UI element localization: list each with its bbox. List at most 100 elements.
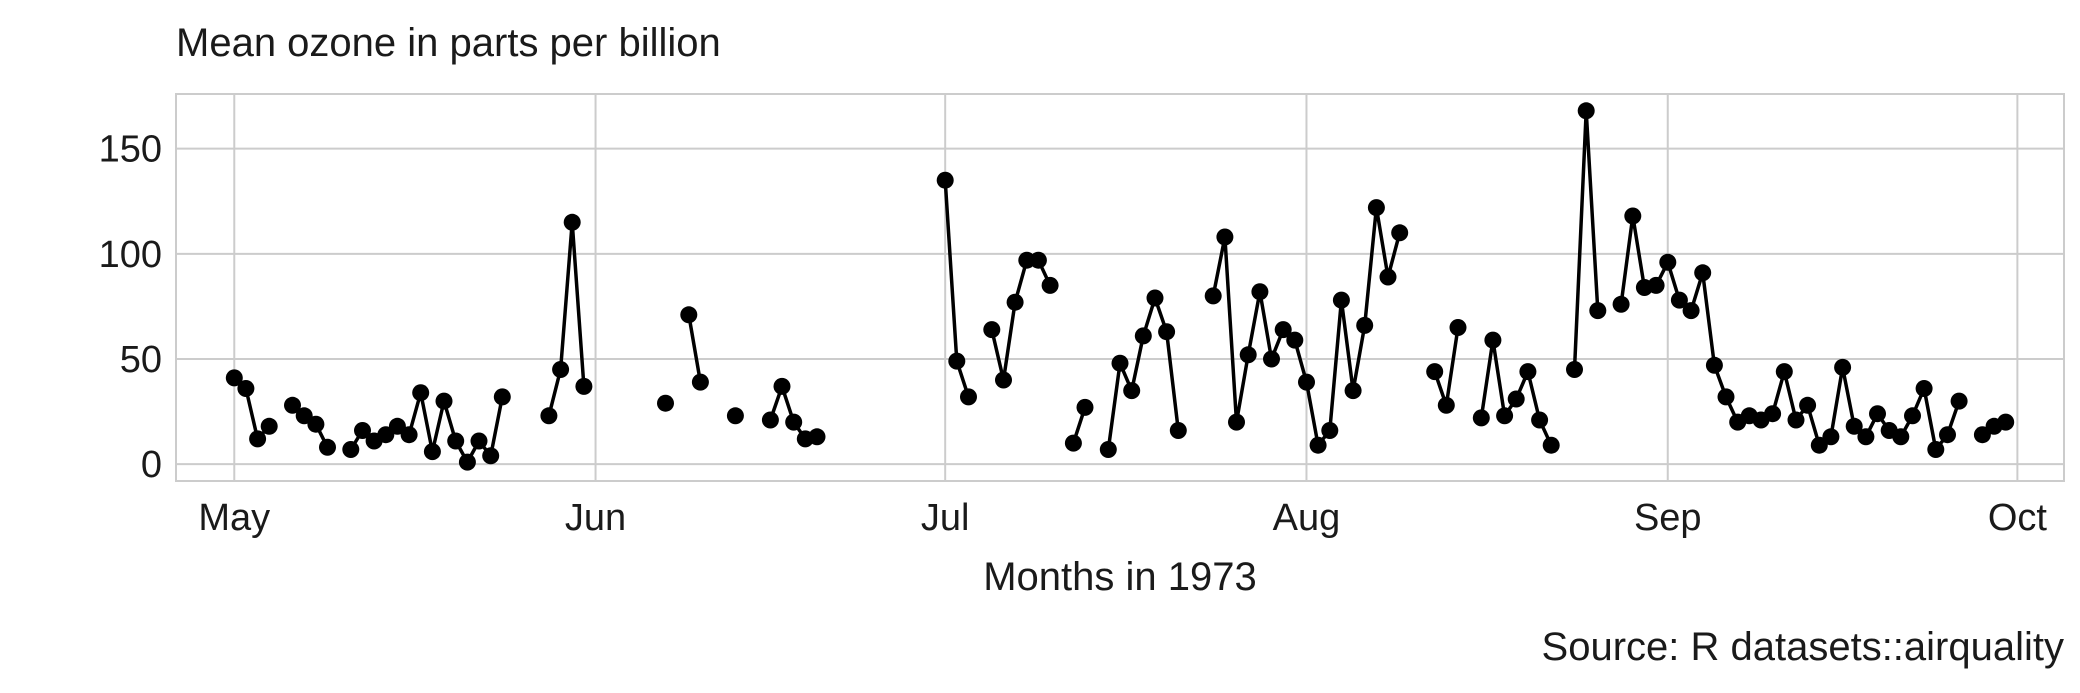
- data-point: [948, 352, 966, 370]
- data-point: [1472, 409, 1490, 427]
- data-point: [1973, 426, 1991, 444]
- data-point: [1391, 224, 1409, 242]
- series-line-segment: [990, 258, 1052, 382]
- series-line-segment: [547, 220, 586, 417]
- data-point: [482, 447, 500, 465]
- data-point: [1111, 354, 1129, 372]
- data-point: [1939, 426, 1956, 444]
- data-point: [225, 369, 243, 387]
- data-point: [295, 407, 313, 425]
- data-point: [400, 426, 418, 444]
- data-point: [1204, 287, 1222, 305]
- data-point: [785, 413, 803, 431]
- data-point: [1519, 363, 1537, 381]
- data-point: [1437, 396, 1455, 414]
- data-point: [1845, 417, 1863, 435]
- plot-panel-border: [175, 93, 2065, 482]
- data-point: [960, 388, 977, 406]
- data-point: [1904, 407, 1921, 425]
- data-point: [1892, 428, 1910, 446]
- data-point: [1997, 413, 2015, 431]
- data-point: [773, 377, 791, 395]
- data-point: [1705, 356, 1723, 374]
- data-point: [1507, 390, 1525, 408]
- y-tick-label: 150: [99, 129, 162, 171]
- data-point: [1542, 436, 1560, 454]
- data-point: [1857, 428, 1875, 446]
- x-tick-label: Oct: [1988, 497, 2048, 539]
- data-point: [1834, 358, 1852, 376]
- data-point: [1915, 380, 1933, 397]
- data-point: [284, 396, 301, 414]
- data-point: [423, 443, 441, 461]
- data-point: [1566, 361, 1583, 378]
- y-tick-label: 100: [99, 234, 162, 276]
- data-point: [1099, 441, 1117, 458]
- data-point: [983, 321, 1001, 339]
- data-point: [1029, 251, 1047, 269]
- data-point: [1332, 291, 1350, 309]
- y-axis-ticks: 0 50 100 150: [99, 129, 162, 486]
- x-tick-label: Aug: [1273, 497, 1341, 539]
- data-point: [726, 407, 744, 425]
- data-point: [1251, 283, 1269, 301]
- data-point: [1764, 405, 1782, 423]
- data-point: [1577, 102, 1595, 120]
- data-point: [1298, 373, 1315, 391]
- data-point: [1799, 396, 1817, 414]
- grid-lines: [176, 94, 2064, 481]
- data-point: [1682, 302, 1700, 320]
- data-point: [1286, 331, 1304, 349]
- series-line-segment: [768, 384, 818, 441]
- data-point: [761, 411, 779, 429]
- data-point: [458, 453, 476, 471]
- data-point: [1426, 363, 1444, 381]
- data-point: [388, 417, 406, 435]
- data-point: [260, 417, 278, 435]
- data-point: [1309, 436, 1327, 454]
- data-point: [342, 441, 360, 458]
- data-point: [493, 388, 511, 406]
- data-point: [540, 407, 558, 425]
- data-point: [307, 415, 325, 433]
- y-tick-label: 50: [120, 339, 162, 381]
- data-point: [237, 380, 255, 397]
- data-point: [1134, 327, 1152, 345]
- data-point: [354, 422, 371, 439]
- data-point: [319, 438, 336, 456]
- data-point: [1659, 253, 1677, 271]
- data-point: [1624, 207, 1642, 225]
- data-point: [1950, 392, 1968, 410]
- data-point: [575, 377, 593, 395]
- data-point: [1484, 331, 1502, 349]
- data-point: [1531, 411, 1549, 429]
- data-point: [1927, 441, 1945, 458]
- data-point: [1274, 321, 1292, 339]
- data-point: [1449, 319, 1467, 336]
- data-point: [1694, 264, 1712, 282]
- data-point: [1263, 350, 1280, 368]
- data-point: [1158, 323, 1176, 341]
- data-point: [1589, 302, 1607, 320]
- x-tick-label: Jun: [565, 497, 626, 539]
- data-point: [447, 432, 465, 450]
- data-point: [1321, 422, 1339, 439]
- data-point: [1787, 411, 1805, 429]
- data-point: [552, 361, 570, 378]
- data-point: [1496, 407, 1514, 425]
- data-point: [1670, 291, 1688, 309]
- series-line-segment: [1106, 296, 1181, 450]
- data-point: [1006, 293, 1024, 311]
- data-point: [1169, 422, 1187, 439]
- data-point: [1647, 276, 1665, 294]
- data-point: [1775, 363, 1793, 381]
- data-point: [1041, 276, 1059, 294]
- data-point: [1216, 228, 1234, 246]
- data-point: [1123, 382, 1141, 400]
- data-point: [1379, 268, 1397, 286]
- y-tick-label: 0: [141, 444, 162, 486]
- data-point: [1869, 405, 1886, 423]
- data-point: [563, 213, 581, 231]
- x-tick-label: May: [198, 497, 270, 539]
